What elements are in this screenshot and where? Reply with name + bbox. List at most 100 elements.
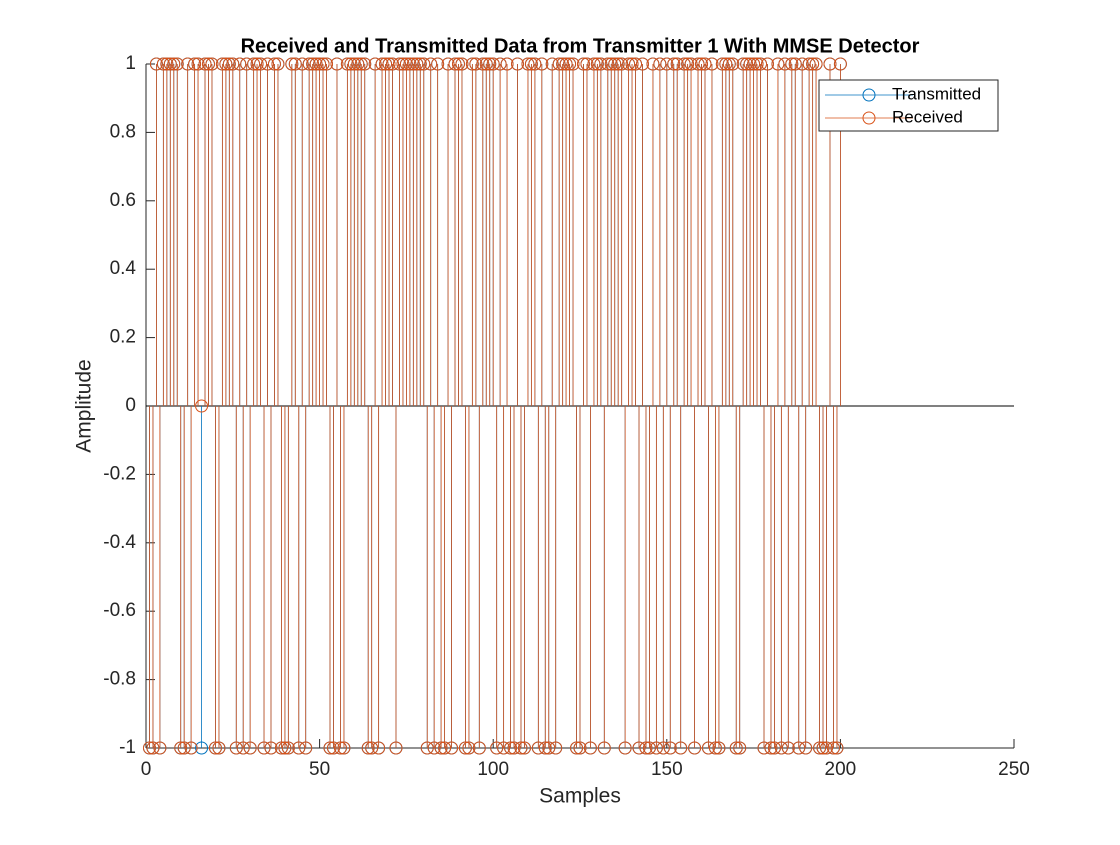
stem-marker bbox=[708, 741, 722, 755]
y-tick-label: -0.4 bbox=[103, 532, 136, 553]
stem-marker bbox=[556, 57, 570, 71]
stem-marker bbox=[691, 57, 705, 71]
stem-marker bbox=[420, 741, 434, 755]
stem-marker bbox=[549, 741, 563, 755]
stem-marker bbox=[583, 741, 597, 755]
stem-marker bbox=[208, 741, 222, 755]
stem-marker bbox=[688, 741, 702, 755]
stem-marker bbox=[181, 57, 195, 71]
stem-marker bbox=[396, 57, 410, 71]
y-tick-label: 0.4 bbox=[110, 258, 137, 279]
stem-marker bbox=[458, 741, 472, 755]
y-tick-label: 0.6 bbox=[110, 190, 136, 211]
stem-marker bbox=[778, 57, 792, 71]
legend-label: Received bbox=[892, 107, 963, 126]
stem-marker bbox=[760, 57, 774, 71]
stem-marker bbox=[545, 57, 559, 71]
legend-box bbox=[818, 79, 999, 132]
stem-marker bbox=[517, 741, 531, 755]
stem-marker bbox=[344, 57, 358, 71]
stem-marker bbox=[406, 57, 420, 71]
stem-marker bbox=[733, 741, 747, 755]
stem-marker bbox=[587, 57, 601, 71]
stem-marker bbox=[302, 57, 316, 71]
stem-marker bbox=[715, 57, 729, 71]
stem-marker bbox=[236, 741, 250, 755]
stem-marker bbox=[639, 741, 653, 755]
stem-marker bbox=[386, 57, 400, 71]
legend-label: Transmitted bbox=[892, 84, 981, 103]
stem-marker bbox=[486, 57, 500, 71]
stem-marker bbox=[511, 57, 525, 71]
stem-marker bbox=[424, 57, 438, 71]
stem-marker bbox=[820, 741, 834, 755]
stem-marker bbox=[493, 57, 507, 71]
stem-marker bbox=[226, 57, 240, 71]
stem-marker bbox=[455, 57, 469, 71]
stem-marker bbox=[410, 57, 424, 71]
stem-marker bbox=[674, 741, 688, 755]
y-tick-label: -0.8 bbox=[103, 669, 136, 690]
stem-marker bbox=[479, 57, 493, 71]
stem-marker bbox=[316, 57, 330, 71]
stem-marker bbox=[667, 57, 681, 71]
stem-marker bbox=[802, 57, 816, 71]
stem-marker bbox=[681, 57, 695, 71]
stem-marker bbox=[247, 57, 261, 71]
stem-marker bbox=[670, 57, 684, 71]
stem-marker bbox=[313, 57, 327, 71]
stem-marker bbox=[347, 57, 361, 71]
stem-marker bbox=[379, 57, 393, 71]
stem-marker bbox=[229, 741, 243, 755]
stem-marker bbox=[767, 741, 781, 755]
stem-marker bbox=[604, 57, 618, 71]
stem-marker bbox=[156, 57, 170, 71]
stem-marker bbox=[698, 57, 712, 71]
stem-marker bbox=[177, 741, 191, 755]
stem-marker bbox=[469, 57, 483, 71]
stem-marker bbox=[174, 741, 188, 755]
stem-marker bbox=[351, 57, 365, 71]
stem-marker bbox=[392, 57, 406, 71]
stem-marker bbox=[358, 57, 372, 71]
stem-marker bbox=[649, 741, 663, 755]
stem-marker bbox=[743, 57, 757, 71]
stem-marker bbox=[785, 57, 799, 71]
stem-marker bbox=[507, 741, 521, 755]
stem-marker bbox=[465, 57, 479, 71]
stem-marker bbox=[195, 399, 209, 413]
stem-marker bbox=[635, 57, 649, 71]
stem-marker bbox=[299, 741, 313, 755]
stem-marker bbox=[625, 57, 639, 71]
stem-marker bbox=[719, 57, 733, 71]
stem-marker bbox=[240, 57, 254, 71]
stem-marker bbox=[590, 57, 604, 71]
stem-marker bbox=[656, 741, 670, 755]
stem-marker bbox=[764, 741, 778, 755]
chart-title: Received and Transmitted Data from Trans… bbox=[241, 35, 920, 57]
stem-marker bbox=[431, 57, 445, 71]
stem-marker bbox=[542, 741, 556, 755]
stem-marker bbox=[337, 741, 351, 755]
stem-marker bbox=[198, 57, 212, 71]
stem-marker bbox=[729, 741, 743, 755]
stem-marker bbox=[597, 741, 611, 755]
stem-marker bbox=[250, 57, 264, 71]
stem-marker bbox=[677, 57, 691, 71]
stem-marker bbox=[528, 57, 542, 71]
x-tick-label: 250 bbox=[998, 759, 1030, 780]
stem-marker bbox=[462, 741, 476, 755]
stem-marker bbox=[254, 57, 268, 71]
stem-marker bbox=[375, 57, 389, 71]
stem-marker bbox=[257, 741, 271, 755]
stem-marker bbox=[441, 57, 455, 71]
stem-marker bbox=[285, 57, 299, 71]
stem-marker bbox=[701, 741, 715, 755]
stem-marker bbox=[712, 741, 726, 755]
y-axis-label: Amplitude bbox=[73, 359, 96, 452]
stem-marker bbox=[340, 57, 354, 71]
stem-marker bbox=[795, 57, 809, 71]
stem-marker bbox=[243, 741, 257, 755]
stem-marker bbox=[813, 741, 827, 755]
stem-marker bbox=[413, 57, 427, 71]
